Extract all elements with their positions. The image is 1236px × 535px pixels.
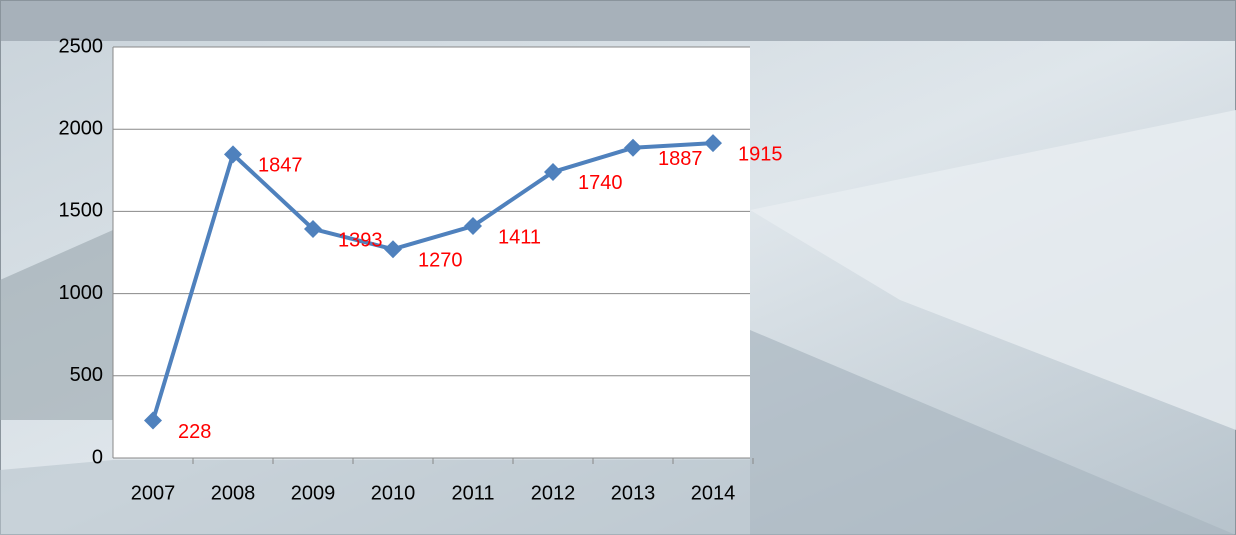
data-label: 1915 [738, 143, 783, 165]
y-tick-label: 0 [92, 446, 103, 468]
y-tick-label: 1000 [59, 282, 104, 304]
data-label: 1393 [338, 229, 383, 251]
chart: 0 500 1000 1500 2000 2500 2007 2008 2009 2010 2011… [0, 0, 1236, 535]
x-tick-label: 2007 [131, 482, 176, 504]
data-label: 1411 [498, 226, 541, 248]
x-tick-label: 2011 [451, 482, 494, 504]
x-tick-label: 2012 [531, 482, 576, 504]
data-label: 1740 [578, 172, 623, 194]
data-label: 1270 [418, 249, 463, 271]
y-tick-label: 500 [70, 364, 103, 386]
x-tick-label: 2009 [291, 482, 336, 504]
y-tick-label: 2500 [59, 35, 104, 57]
x-tick-label: 2008 [211, 482, 256, 504]
y-tick-label: 1500 [59, 200, 104, 222]
data-label: 1887 [658, 148, 703, 170]
x-tick-label: 2010 [371, 482, 416, 504]
data-label: 1847 [258, 155, 303, 177]
data-label: 228 [178, 421, 211, 443]
x-tick-label: 2013 [611, 482, 656, 504]
y-tick-label: 2000 [59, 117, 104, 139]
x-tick-label: 2014 [691, 482, 736, 504]
